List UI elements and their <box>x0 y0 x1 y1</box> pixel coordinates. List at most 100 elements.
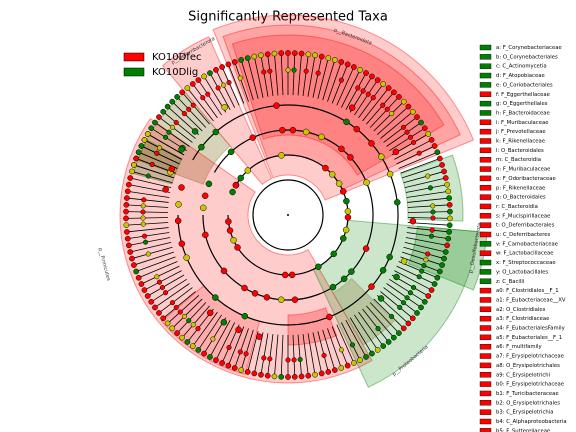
key-label: r: C_Bacteroidia <box>496 204 538 210</box>
branch <box>136 256 176 272</box>
leaf-node <box>141 137 148 143</box>
node <box>232 182 240 189</box>
branch <box>128 237 171 246</box>
node <box>175 201 182 208</box>
branch <box>407 197 450 203</box>
leaf-node <box>380 343 387 349</box>
branch <box>389 127 425 152</box>
key-swatch <box>479 325 492 331</box>
branch <box>162 111 196 139</box>
leaf-node <box>251 53 258 60</box>
root-node <box>287 214 289 216</box>
leaf-node <box>318 53 325 60</box>
key-swatch <box>479 175 492 182</box>
leaf-node <box>174 94 180 100</box>
key-swatch <box>479 409 492 415</box>
key-swatch <box>479 306 492 312</box>
node <box>344 208 352 215</box>
leaf-node <box>123 201 130 208</box>
leaf-node <box>441 255 447 262</box>
branch <box>317 57 329 99</box>
node <box>140 221 146 227</box>
key-label: q: O_Bacteroidales <box>496 195 546 201</box>
node <box>291 67 297 73</box>
branch <box>158 116 193 143</box>
leaf-node <box>264 51 271 58</box>
leaf-node <box>446 229 452 235</box>
node <box>178 184 185 191</box>
leaf-node <box>258 371 264 378</box>
branch <box>394 139 432 160</box>
node <box>234 244 241 251</box>
node <box>321 352 327 358</box>
leaf-node <box>428 287 435 293</box>
leaf-node <box>238 367 245 373</box>
branch <box>274 334 279 377</box>
node <box>220 267 228 275</box>
branch <box>131 171 173 184</box>
node <box>143 239 149 245</box>
leaf-node <box>179 334 185 341</box>
branch <box>187 87 214 122</box>
leaf-node <box>298 50 305 57</box>
node <box>263 294 271 301</box>
node <box>335 180 343 187</box>
node <box>411 139 417 146</box>
node <box>430 209 436 215</box>
node <box>285 67 291 73</box>
leaf-node <box>201 73 207 80</box>
key-label: a9: C_Erysipelotrichi <box>496 372 550 378</box>
branch <box>322 59 336 101</box>
leaf-node <box>380 81 387 87</box>
key-label: s: F_Mucispirillaceae <box>496 213 550 219</box>
node <box>156 145 163 151</box>
leaf-node <box>164 103 171 110</box>
key-swatch <box>479 63 492 69</box>
leaf-node <box>436 268 443 275</box>
branch <box>192 83 218 119</box>
leaf-node <box>445 188 452 195</box>
node <box>243 351 249 357</box>
branch <box>331 64 349 104</box>
node <box>220 319 228 326</box>
node <box>251 290 259 297</box>
node <box>318 133 325 141</box>
node <box>256 333 263 340</box>
branch <box>234 61 249 102</box>
node <box>378 153 385 160</box>
node <box>289 126 297 134</box>
leaf-node <box>271 373 278 380</box>
leaf-node <box>434 149 441 156</box>
node <box>421 262 427 269</box>
node <box>226 227 234 234</box>
leaf-node <box>405 320 412 327</box>
node <box>206 309 214 317</box>
node <box>186 106 192 112</box>
node <box>365 91 371 97</box>
key-swatch <box>479 344 492 350</box>
leaf-node <box>124 235 131 242</box>
node <box>267 356 273 362</box>
leaf-node <box>123 208 129 215</box>
node <box>142 233 148 239</box>
branch <box>297 53 302 96</box>
node <box>416 274 422 280</box>
leaf-node <box>385 339 392 345</box>
key-label: b4: C_Alphaproteobacteria <box>496 419 567 425</box>
key-label: b3: C_Erysipelotrichia <box>496 410 554 416</box>
node <box>386 253 393 261</box>
node <box>181 110 187 117</box>
key-swatch <box>479 241 492 247</box>
key-label: a1: F_Eubacteriaceae__XV <box>496 297 566 303</box>
node <box>237 349 243 355</box>
leaf-node <box>278 50 285 56</box>
node <box>226 344 232 351</box>
node <box>330 250 337 258</box>
node <box>227 148 235 156</box>
key-label: g: O_Eggerthellales <box>496 101 548 107</box>
node <box>241 312 249 320</box>
node <box>140 209 146 215</box>
key-label: d: F_Atopobiaceae <box>496 73 545 79</box>
branch <box>162 291 196 319</box>
